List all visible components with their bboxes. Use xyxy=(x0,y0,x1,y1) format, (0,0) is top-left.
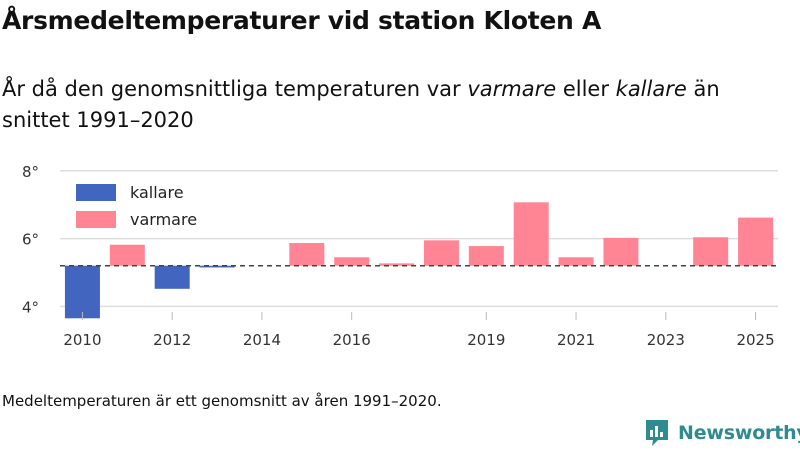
x-tick-label: 2025 xyxy=(736,331,774,349)
bar-2012 xyxy=(154,265,190,289)
legend-swatch-kallare xyxy=(76,184,116,201)
bar-2021 xyxy=(558,257,594,266)
gridlines xyxy=(60,170,778,308)
x-tick-label: 2016 xyxy=(333,331,371,349)
bar-2017 xyxy=(379,263,415,266)
legend-swatch-varmare xyxy=(76,211,116,228)
bar-2022 xyxy=(603,237,639,266)
y-tick-label: 8° xyxy=(22,163,39,181)
newsworthy-logo-icon xyxy=(646,420,668,446)
bar-2010 xyxy=(64,265,100,319)
chart-subtitle: År då den genomsnittliga temperaturen va… xyxy=(2,74,792,136)
x-tick-label: 2012 xyxy=(153,331,191,349)
brand-name: Newsworthy xyxy=(678,422,800,444)
x-tick-label: 2010 xyxy=(63,331,101,349)
x-tick-label: 2021 xyxy=(557,331,595,349)
legend: kallare varmare xyxy=(76,183,197,229)
bar-2025 xyxy=(738,217,774,266)
y-tick-label: 6° xyxy=(22,231,39,249)
bar-chart: 4° 6° 8° 2010 2012 2014 2016 2019 2021 2023 2025 k… xyxy=(22,163,778,349)
bar-2016 xyxy=(334,257,370,266)
bar-2015 xyxy=(289,243,325,266)
footnote: Medeltemperaturen är ett genomsnitt av å… xyxy=(2,392,442,410)
x-tick-label: 2019 xyxy=(467,331,505,349)
bar-2019 xyxy=(468,246,504,266)
subtitle-start: År då den genomsnittliga temperaturen va… xyxy=(2,77,468,101)
legend-label-varmare: varmare xyxy=(130,210,197,229)
bar-2024 xyxy=(693,237,729,266)
subtitle-mid: eller xyxy=(556,77,616,101)
subtitle-warm: varmare xyxy=(467,77,557,101)
x-tick-label: 2014 xyxy=(243,331,281,349)
y-tick-label: 4° xyxy=(22,298,39,316)
bar-2020 xyxy=(513,202,549,266)
x-tick-label: 2023 xyxy=(647,331,685,349)
bar-2011 xyxy=(109,244,145,266)
subtitle-end: än snittet 1991–2020 xyxy=(2,77,720,132)
bars xyxy=(64,202,774,319)
chart-title: Årsmedeltemperaturer vid station Kloten … xyxy=(2,6,601,35)
legend-label-kallare: kallare xyxy=(130,183,184,202)
bar-2018 xyxy=(423,240,459,266)
subtitle-cold: kallare xyxy=(615,77,687,101)
axes: 4° 6° 8° 2010 2012 2014 2016 2019 2021 2023 2025 xyxy=(22,163,775,349)
bar-2013 xyxy=(199,265,235,268)
brand: Newsworthy xyxy=(644,419,800,447)
